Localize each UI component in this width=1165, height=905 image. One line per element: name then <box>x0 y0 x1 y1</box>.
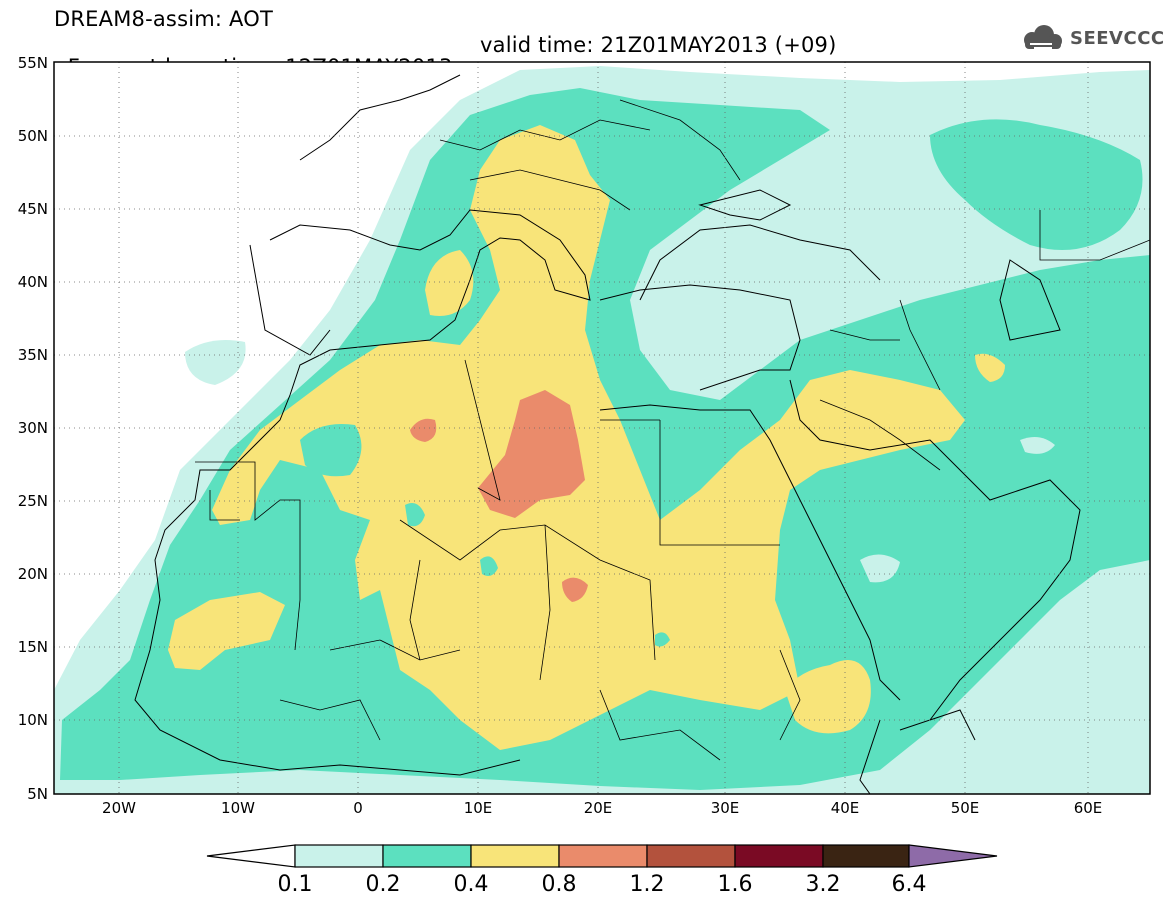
aot-field <box>54 62 1150 794</box>
lat-label: 55N <box>18 54 48 72</box>
lat-label: 15N <box>18 638 48 656</box>
seevccc-logo: SEEVCCC <box>1016 22 1164 56</box>
map-frame <box>53 61 1151 795</box>
graticule <box>54 62 1150 794</box>
lon-label: 30E <box>711 799 740 817</box>
map-title: DREAM8-assim: AOT <box>54 7 273 31</box>
latitude-labels: 55N 50N 45N 40N 35N 30N 25N 20N 15N 10N … <box>18 54 48 803</box>
aot-low-areas <box>640 231 1150 690</box>
lon-label: 50E <box>951 799 980 817</box>
lat-label: 20N <box>18 565 48 583</box>
lon-label: 40E <box>831 799 860 817</box>
lat-label: 5N <box>27 785 48 803</box>
lat-label: 10N <box>18 711 48 729</box>
coastlines <box>134 74 1081 794</box>
aot-level-0.4 <box>168 125 1005 750</box>
valid-time: valid time: 21Z01MAY2013 (+09) <box>480 33 837 57</box>
lat-label: 30N <box>18 419 48 437</box>
lon-label: 60E <box>1074 799 1103 817</box>
lon-label: 20W <box>102 799 136 817</box>
lat-label: 40N <box>18 273 48 291</box>
country-borders <box>195 99 1150 761</box>
lon-label: 10E <box>464 799 493 817</box>
lat-label: 45N <box>18 200 48 218</box>
lat-label: 35N <box>18 346 48 364</box>
lon-label: 20E <box>584 799 613 817</box>
logo-text: SEEVCCC <box>1070 28 1165 49</box>
lat-label: 25N <box>18 492 48 510</box>
aot-mid-areas <box>300 424 670 647</box>
lon-label: 10W <box>221 799 255 817</box>
lat-label: 50N <box>18 127 48 145</box>
lon-label: 0 <box>353 799 363 817</box>
cloud-logo-icon <box>1024 25 1062 49</box>
longitude-labels: 20W 10W 0 10E 20E 30E 40E 50E 60E <box>102 799 1102 817</box>
aot-level-0.8 <box>410 390 588 602</box>
